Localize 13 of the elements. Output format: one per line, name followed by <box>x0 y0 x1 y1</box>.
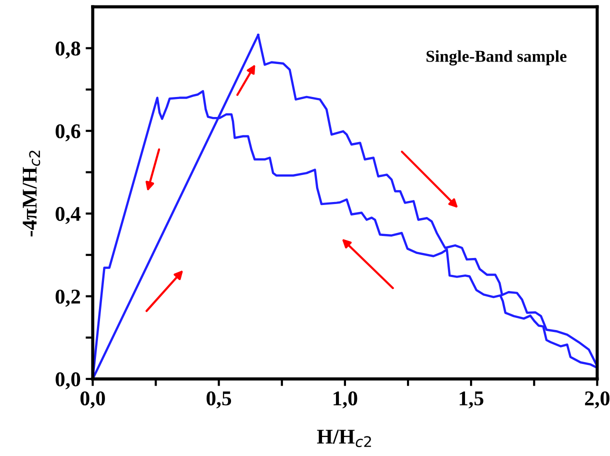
y-tick-label: 0,6 <box>56 124 80 142</box>
x-tick-label: 1,0 <box>334 391 358 408</box>
x-tick-label: 1,5 <box>460 391 484 408</box>
y-axis-title: -4πM/H$_{c2}$ <box>22 150 40 236</box>
annotation: Single-Band sample <box>426 50 566 66</box>
x-tick-label: 0,5 <box>206 391 232 408</box>
y-tick-label: 0,8 <box>56 42 80 59</box>
x-tick-label: 0,0 <box>80 391 105 408</box>
y-tick-label: 0,4 <box>56 206 81 224</box>
x-tick-label: 2,0 <box>585 391 610 408</box>
y-tick-label: 0,2 <box>56 290 80 307</box>
y-tick-label: 0,0 <box>56 372 80 390</box>
x-axis-title: H/H$_{c2}$ <box>317 430 371 448</box>
